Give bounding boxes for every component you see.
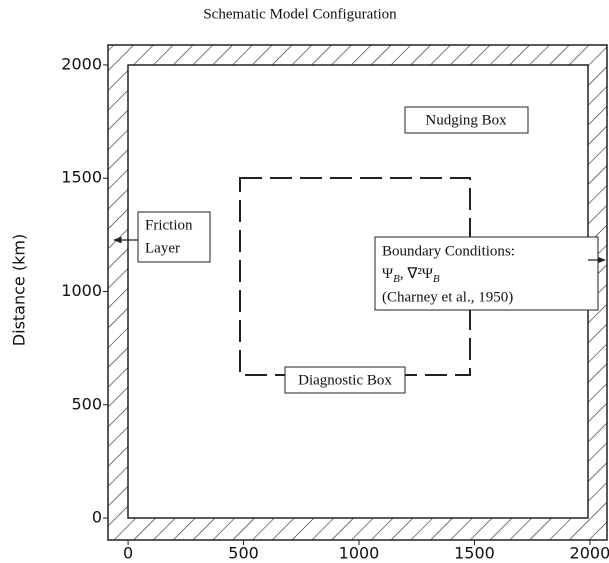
label-box: [404, 106, 529, 134]
label-box: [374, 236, 599, 311]
x-tick-label: 500: [228, 544, 259, 563]
y-tick-label: 2000: [61, 54, 102, 73]
x-tick-label: 1500: [454, 544, 495, 563]
nudging-label: Nudging Box: [425, 112, 507, 128]
friction-label: Friction: [145, 217, 193, 233]
x-tick-label: 2000: [570, 544, 609, 563]
friction-label: Layer: [145, 240, 180, 256]
formula-part: Ψ: [382, 266, 394, 282]
label-box: [137, 211, 211, 263]
boundary-formula: ΨB, ∇²ΨB: [382, 266, 440, 284]
y-tick-label: 0: [92, 508, 102, 527]
x-tick-label: 1000: [339, 544, 380, 563]
y-tick-label: 500: [71, 394, 102, 413]
title: Schematic Model Configuration: [203, 6, 397, 22]
y-tick-label: 1000: [61, 281, 102, 300]
label-box: [284, 366, 406, 394]
formula-sub: B: [393, 273, 400, 285]
formula-sub: B: [433, 273, 440, 285]
x-tick-label: 0: [123, 544, 133, 563]
boundary-heading: Boundary Conditions:: [382, 243, 515, 259]
y-tick-label: 1500: [61, 168, 102, 187]
diagnostic-label: Diagnostic Box: [298, 372, 392, 388]
y-axis-label: Distance (km): [10, 234, 29, 346]
boundary-citation: (Charney et al., 1950): [382, 289, 513, 305]
formula-part: , ∇²Ψ: [400, 266, 434, 282]
